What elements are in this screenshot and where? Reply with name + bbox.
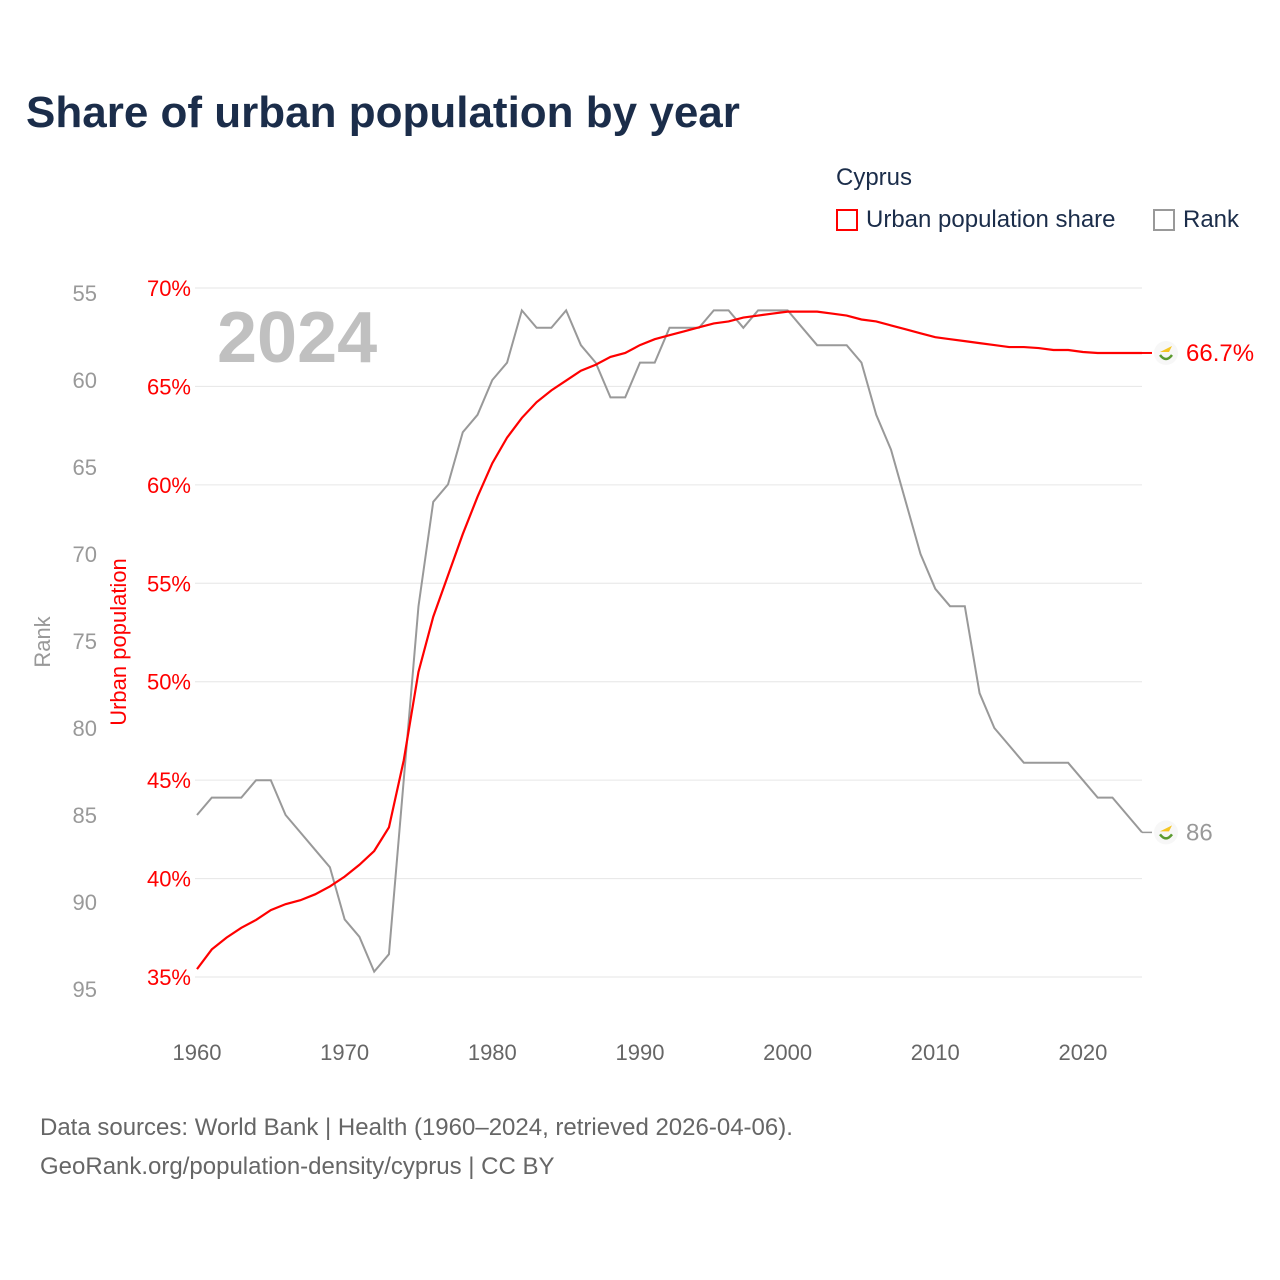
x-tick-label: 2000 xyxy=(763,1040,812,1065)
urban-share-line xyxy=(196,310,1142,970)
cyprus-flag-icon-branches xyxy=(1159,354,1173,361)
rank-tick-label: 55 xyxy=(73,281,97,306)
legend-item-urban[interactable]: Urban population share xyxy=(836,206,1116,234)
cyprus-flag-icon-island xyxy=(1160,825,1172,832)
legend-swatch-rank xyxy=(1153,209,1175,231)
y-tick-label: 45% xyxy=(147,768,191,793)
rank-tick-label: 90 xyxy=(73,890,97,915)
x-tick-label: 1980 xyxy=(468,1040,517,1065)
legend-swatch-urban xyxy=(836,209,858,231)
legend-title: Cyprus xyxy=(836,164,913,191)
source-line-1: Data sources: World Bank | Health (1960–… xyxy=(40,1114,793,1141)
chart-title: Share of urban population by year xyxy=(26,88,740,137)
y-tick-label: 60% xyxy=(147,473,191,498)
cyprus-flag-icon-island xyxy=(1160,345,1172,352)
rank-tick-label: 75 xyxy=(73,629,97,654)
legend-label: Urban population share xyxy=(866,206,1116,233)
cyprus-flag-icon-bg xyxy=(1154,340,1178,365)
legend-item-rank[interactable]: Rank xyxy=(1153,206,1239,234)
x-tick-label: 2010 xyxy=(911,1040,960,1065)
source-line-2: GeoRank.org/population-density/cyprus | … xyxy=(40,1153,555,1180)
rank-tick-label: 95 xyxy=(73,977,97,1002)
x-tick-label: 1990 xyxy=(615,1040,664,1065)
rank-tick-label: 70 xyxy=(73,542,97,567)
rank-tick-label: 65 xyxy=(73,455,97,480)
rank-end-label: 86 xyxy=(1186,819,1213,846)
rank-tick-label: 60 xyxy=(73,368,97,393)
y-tick-label: 35% xyxy=(147,965,191,990)
rank-line xyxy=(196,308,1143,974)
x-tick-label: 1960 xyxy=(173,1040,222,1065)
y-tick-label: 55% xyxy=(147,571,191,596)
rank-tick-label: 80 xyxy=(73,716,97,741)
y-tick-label: 40% xyxy=(147,867,191,892)
source-note: Data sources: World Bank | Health (1960–… xyxy=(40,1108,793,1186)
cyprus-flag-icon-branches xyxy=(1159,833,1173,840)
rank-axis-label: Rank xyxy=(30,615,55,667)
y-tick-label: 50% xyxy=(147,670,191,695)
y-tick-label: 65% xyxy=(147,374,191,399)
urban-end-label: 66.7% xyxy=(1186,340,1254,367)
cyprus-flag-icon-bg xyxy=(1154,820,1178,845)
year-watermark: 2024 xyxy=(217,298,377,378)
x-tick-label: 2020 xyxy=(1058,1040,1107,1065)
legend-label: Rank xyxy=(1183,206,1240,233)
x-tick-label: 1970 xyxy=(320,1040,369,1065)
y-tick-label: 70% xyxy=(147,276,191,301)
rank-tick-label: 85 xyxy=(73,803,97,828)
y-axis-label: Urban population xyxy=(106,558,131,726)
